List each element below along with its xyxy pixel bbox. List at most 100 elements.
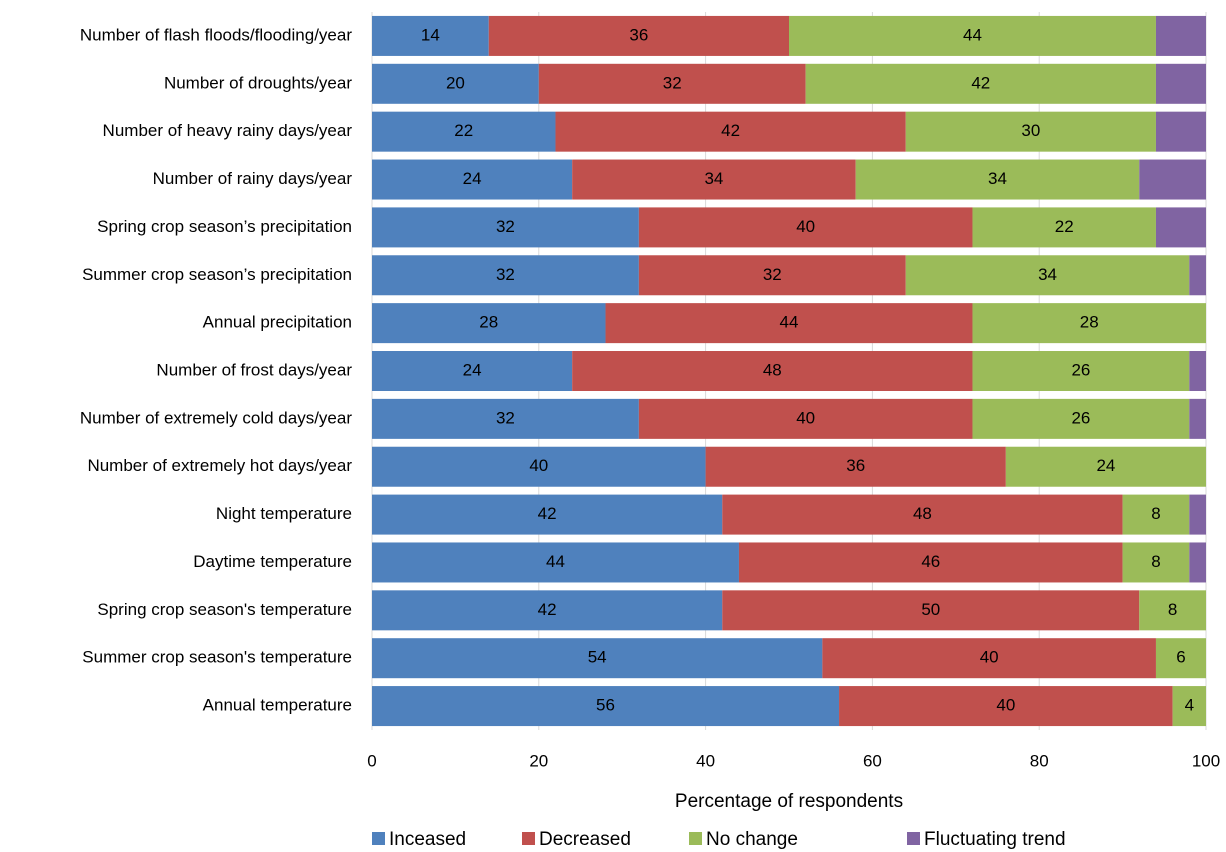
x-tick-label: 40 xyxy=(696,751,715,770)
data-label: 26 xyxy=(1071,360,1090,379)
bar-segment xyxy=(1155,207,1206,248)
bar-segment xyxy=(372,590,723,631)
data-label: 34 xyxy=(1038,265,1057,284)
category-label: Number of extremely cold days/year xyxy=(80,408,352,427)
bar-segment xyxy=(572,351,973,391)
data-label: 56 xyxy=(596,696,615,715)
bar-segment xyxy=(372,63,539,104)
data-label: 8 xyxy=(1168,600,1177,619)
bar-segment xyxy=(538,63,806,104)
bar-segment xyxy=(638,255,906,296)
data-label: 24 xyxy=(1096,456,1115,475)
data-label: 40 xyxy=(996,696,1015,715)
category-label: Number of frost days/year xyxy=(156,360,352,379)
bar-segment xyxy=(372,494,723,535)
category-label: Spring crop season’s precipitation xyxy=(97,217,352,236)
bar-segment xyxy=(789,15,1156,56)
bar-segment xyxy=(372,111,556,152)
data-label: 28 xyxy=(1080,313,1099,332)
legend-label: No change xyxy=(706,829,798,850)
data-label: 32 xyxy=(496,408,515,427)
category-label: Number of extremely hot days/year xyxy=(87,456,352,475)
bar-segment xyxy=(722,590,1140,631)
bar-segment xyxy=(905,111,1156,152)
bar-segment xyxy=(1172,686,1206,727)
bar-segment xyxy=(1005,446,1206,487)
data-label: 40 xyxy=(980,648,999,667)
bar-segment xyxy=(1139,159,1206,200)
data-label: 34 xyxy=(704,169,723,188)
bar-segment xyxy=(1122,494,1190,535)
data-label: 14 xyxy=(421,25,440,44)
bar-segment xyxy=(372,207,639,248)
data-label: 48 xyxy=(763,360,782,379)
bar-segment xyxy=(805,63,1156,104)
data-label: 44 xyxy=(546,552,565,571)
data-label: 40 xyxy=(529,456,548,475)
bar-segment xyxy=(1155,63,1206,104)
data-label: 32 xyxy=(663,73,682,92)
data-label: 24 xyxy=(463,169,482,188)
data-label: 42 xyxy=(721,121,740,140)
data-label: 8 xyxy=(1151,504,1160,523)
bar-segment xyxy=(1155,111,1206,152)
data-label: 32 xyxy=(496,265,515,284)
bar-segment xyxy=(738,542,1123,583)
category-label: Number of flash floods/flooding/year xyxy=(80,25,352,44)
bar-segment xyxy=(1155,15,1206,56)
category-label: Summer crop season's temperature xyxy=(82,648,352,667)
legend-swatch xyxy=(372,832,385,845)
bar-segment xyxy=(638,398,973,439)
bar-segment xyxy=(372,15,489,56)
category-label: Number of heavy rainy days/year xyxy=(103,121,353,140)
bar-segment xyxy=(372,686,840,727)
bar-segment xyxy=(972,207,1156,248)
data-label: 54 xyxy=(588,648,607,667)
data-label: 34 xyxy=(988,169,1007,188)
bar-segment xyxy=(605,303,973,344)
data-label: 40 xyxy=(796,217,815,236)
x-tick-label: 0 xyxy=(367,751,376,770)
category-label: Night temperature xyxy=(216,504,352,523)
category-label: Annual precipitation xyxy=(203,313,352,332)
bar-segment xyxy=(1122,542,1190,583)
x-axis-title: Percentage of respondents xyxy=(675,791,903,812)
data-label: 44 xyxy=(780,313,799,332)
data-label: 32 xyxy=(763,265,782,284)
x-tick-label: 100 xyxy=(1192,751,1220,770)
data-label: 32 xyxy=(496,217,515,236)
bar-segment xyxy=(722,494,1123,535)
bar-segment xyxy=(1189,398,1206,439)
bar-segment xyxy=(839,686,1173,727)
legend-label: Inceased xyxy=(389,829,466,850)
legend-label: Fluctuating trend xyxy=(924,829,1066,850)
bar-segment xyxy=(372,446,706,487)
bar-segment xyxy=(638,207,973,248)
bar-segment xyxy=(972,351,1190,391)
data-label: 6 xyxy=(1176,648,1185,667)
x-tick-label: 20 xyxy=(529,751,548,770)
data-label: 20 xyxy=(446,73,465,92)
data-label: 50 xyxy=(921,600,940,619)
bar-segment xyxy=(372,303,606,344)
category-label: Number of droughts/year xyxy=(164,73,352,92)
category-label: Summer crop season’s precipitation xyxy=(82,265,352,284)
data-label: 42 xyxy=(538,504,557,523)
bar-segment xyxy=(972,303,1206,344)
data-label: 36 xyxy=(629,25,648,44)
category-label: Spring crop season's temperature xyxy=(97,600,352,619)
legend-swatch xyxy=(522,832,535,845)
category-label: Number of rainy days/year xyxy=(153,169,353,188)
bar-segment xyxy=(372,255,639,296)
bar-segment xyxy=(705,446,1006,487)
data-label: 4 xyxy=(1185,696,1194,715)
data-label: 24 xyxy=(463,360,482,379)
data-label: 28 xyxy=(479,313,498,332)
bar-segment xyxy=(1189,351,1206,391)
legend-label: Decreased xyxy=(539,829,631,850)
data-label: 44 xyxy=(963,25,982,44)
bar-segment xyxy=(1189,542,1206,583)
data-label: 42 xyxy=(538,600,557,619)
bar-segment xyxy=(372,159,573,200)
